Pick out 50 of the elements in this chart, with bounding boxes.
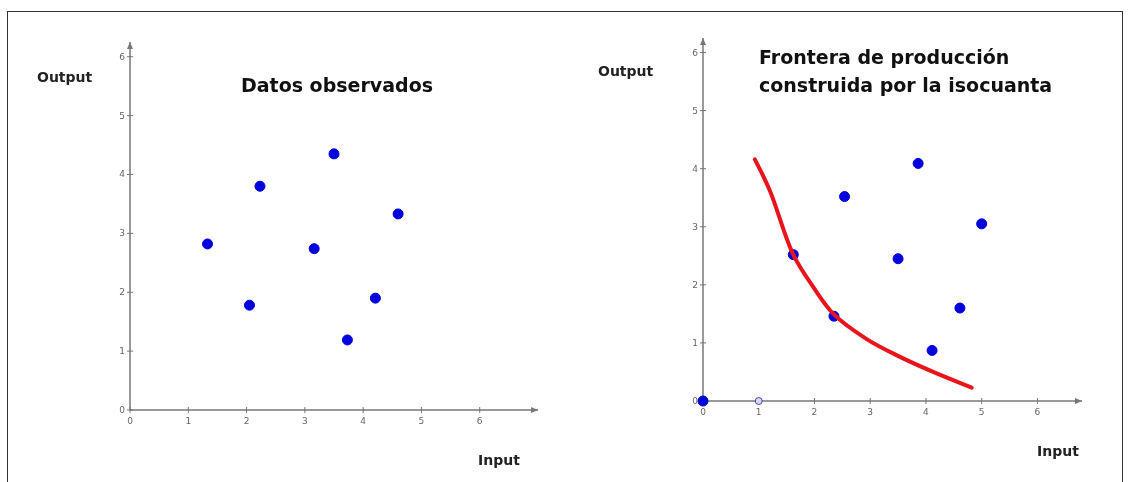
point	[976, 218, 988, 230]
x-tick-label: 3	[867, 407, 874, 417]
x-tick-label: 0	[127, 416, 134, 426]
point	[328, 148, 340, 160]
y-tick-label: 3	[692, 221, 698, 232]
x-tick-label: 1	[185, 416, 192, 426]
point	[697, 395, 709, 407]
line-series	[752, 157, 974, 390]
point	[243, 299, 255, 311]
x-tick-label: 6	[1034, 407, 1041, 417]
y-tick-label: 2	[692, 279, 698, 290]
text: Datos observados	[240, 74, 434, 96]
point	[954, 302, 966, 314]
point	[926, 344, 938, 356]
point	[202, 238, 214, 250]
x-tick-label: 5	[418, 416, 425, 426]
y-tick-label: 0	[692, 396, 699, 406]
text: Frontera de producción construida por la isocuanta	[759, 46, 1053, 96]
y-tick-label: 5	[692, 105, 698, 116]
y-tick-label: 6	[119, 51, 126, 62]
point	[341, 334, 353, 346]
y-tick-label: 1	[692, 337, 698, 348]
y-tick-label: 2	[119, 287, 125, 298]
x-tick-label: 0	[700, 407, 707, 417]
y-tick-label: 4	[692, 163, 699, 174]
point	[369, 292, 381, 304]
y-axis-title: Output	[598, 63, 654, 79]
y-tick-label: 5	[119, 110, 125, 121]
y-tick-label: 1	[119, 346, 125, 357]
x-tick-label: 4	[360, 416, 367, 426]
y-tick-label: 6	[692, 47, 699, 58]
point	[254, 180, 266, 192]
point	[392, 208, 404, 220]
x-axis-title: Input	[478, 452, 521, 468]
y-tick-label: 4	[119, 169, 126, 180]
x-tick-label: 4	[923, 407, 930, 417]
x-tick-label: 5	[978, 407, 985, 417]
x-tick-label: 3	[301, 416, 308, 426]
x-axis-title: Input	[1037, 443, 1080, 459]
x-tick-label: 2	[811, 407, 818, 417]
y-tick-label: 3	[119, 228, 125, 239]
point	[754, 397, 763, 405]
point	[892, 253, 904, 265]
y-axis-title: Output	[37, 69, 93, 85]
point	[912, 157, 924, 169]
x-tick-label: 2	[243, 416, 250, 426]
point	[839, 191, 851, 203]
x-tick-label: 1	[755, 407, 762, 417]
point	[308, 243, 320, 255]
x-tick-label: 6	[476, 416, 483, 426]
